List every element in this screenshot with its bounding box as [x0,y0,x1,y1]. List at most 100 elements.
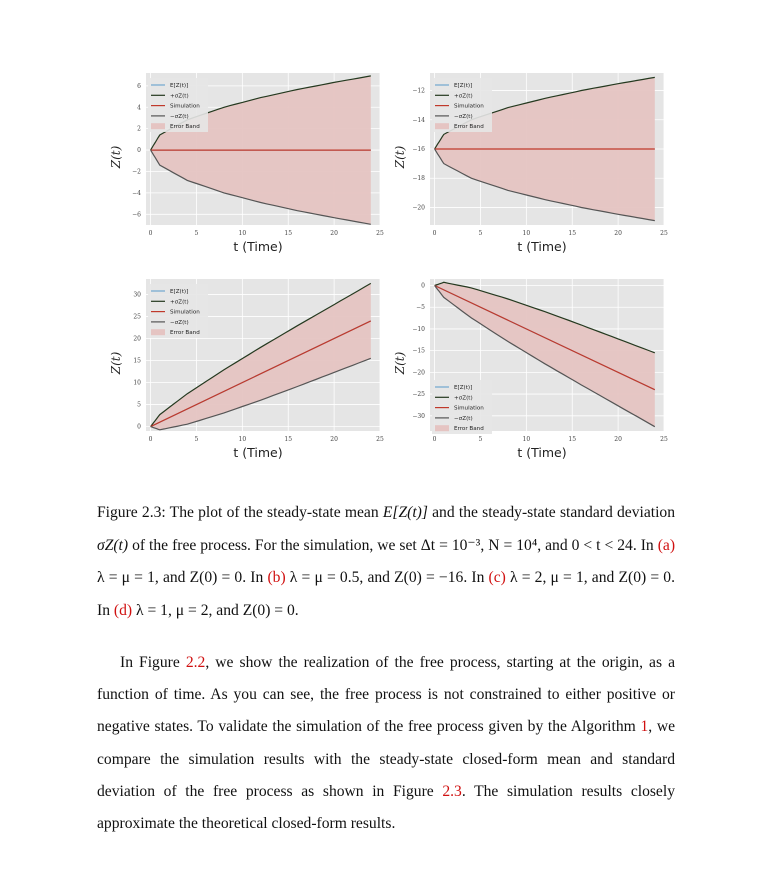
para-ref-figure-2-3[interactable]: 2.3 [442,782,462,800]
legend-label: +σZ(t) [170,299,189,305]
y-tick-label: −25 [412,391,425,398]
x-tick-label: 5 [479,230,483,237]
y-tick-label: −30 [412,413,425,420]
legend-label: Error Band [170,330,200,336]
legend-label: Error Band [454,124,484,130]
para-text-4: . The simulation results closely approxi… [97,782,675,833]
legend-label: +σZ(t) [454,93,473,99]
x-tick-label: 10 [523,436,531,443]
legend-label: −σZ(t) [454,416,473,422]
y-tick-label: −5 [416,304,425,311]
minus-sigma-line [150,357,372,431]
y-tick-label: 25 [133,313,141,320]
y-tick-label: −20 [412,369,425,376]
y-tick-label: 0 [421,283,425,290]
y-axis-label: Z(t) [109,145,123,169]
para-text-2: , we show the realization of the free pr… [97,654,675,736]
x-axis-label: t (Time) [517,239,566,254]
x-tick-label: 0 [433,230,437,237]
caption-math-mean: E[Z(t)] [382,504,428,521]
body-paragraph: In Figure 2.2, we show the realization o… [97,647,675,840]
legend-label: E[Z(t)] [454,83,472,89]
plus-sigma-line [150,75,371,151]
error-band [434,282,655,427]
caption-math-sigma: σZ(t) [97,536,129,554]
x-tick-label: 20 [330,436,338,443]
para-text-1: In Figure [120,654,180,671]
legend-label: E[Z(t)] [170,289,188,295]
x-tick-label: 5 [195,230,199,237]
y-tick-label: −10 [412,326,425,333]
x-tick-label: 15 [568,436,576,443]
simulation-line [150,320,372,428]
minus-sigma-line [434,148,655,222]
caption-text-1: Figure 2.3: The plot of the steady-state… [97,504,379,521]
legend-label: +σZ(t) [170,93,189,99]
y-axis-label: Z(t) [109,351,123,375]
caption-text-7: In [471,569,485,586]
caption-ref-b[interactable]: (b) [267,569,286,586]
legend-label: Simulation [170,310,200,316]
y-tick-label: −4 [132,190,141,197]
minus-sigma-line [434,285,656,428]
caption-text-6: In [250,569,264,586]
legend-label: Error Band [454,426,484,432]
y-tick-label: 15 [133,358,141,365]
legend-swatch [435,425,449,432]
y-tick-label: 4 [137,104,141,111]
x-tick-label: 25 [376,230,384,237]
x-tick-label: 25 [660,436,668,443]
x-tick-label: 20 [330,230,338,237]
caption-text-8: In [97,601,110,619]
y-tick-label: 10 [133,380,141,387]
y-tick-label: −14 [412,117,425,124]
y-tick-label: −15 [412,348,425,355]
caption-text-2: and the steady-state standard deviation [432,504,676,521]
legend-label: Error Band [170,124,200,130]
y-axis-label: Z(t) [393,145,407,169]
caption-text-5: In [640,536,654,554]
caption-math-n: N = 10⁴, [488,536,542,554]
x-tick-label: 5 [479,436,483,443]
caption-ref-c[interactable]: (c) [488,569,506,586]
figure-panel-a: 0 5 10 15 20 25 6 4 2 0 −2 −4 −6 t (Time) Z(t) E[Z(t)] +… [104,70,389,260]
chart-c: 0 5 10 15 20 25 30 25 20 15 10 5 0 t (Time) Z(t) E[Z(t)… [109,279,384,460]
error-band [150,283,371,430]
para-ref-figure-2-2[interactable]: 2.2 [185,654,206,671]
legend-label: −σZ(t) [454,114,473,120]
y-tick-label: 0 [137,147,141,154]
caption-math-b: λ = μ = 0.5, and Z(0) = −16. [289,569,468,586]
legend-label: Simulation [454,104,484,110]
x-tick-label: 25 [660,230,668,237]
x-tick-label: 0 [149,436,153,443]
x-tick-label: 20 [614,230,622,237]
caption-math-t: 0 < t < 24. [571,536,637,554]
y-tick-label: 2 [137,126,141,133]
x-tick-label: 5 [195,436,199,443]
x-tick-label: 15 [568,230,576,237]
caption-ref-a[interactable]: (a) [657,536,676,554]
y-tick-label: −12 [412,88,425,95]
caption-ref-d[interactable]: (d) [113,601,133,619]
caption-math-a: λ = μ = 1, and Z(0) = 0. [97,569,247,586]
x-axis-label: t (Time) [233,239,282,254]
y-tick-label: 6 [137,83,141,90]
plus-sigma-line [434,281,656,354]
legend-label: E[Z(t)] [170,83,188,89]
legend-label: Simulation [170,104,200,110]
para-text-3: , we compare the simulation results with… [97,718,676,800]
chart-b: 0 5 10 15 20 25 −12 −14 −16 −18 −20 t (Time) Z(t) E[Z… [393,73,668,254]
x-axis-label: t (Time) [517,445,566,460]
x-tick-label: 25 [376,436,384,443]
y-tick-label: −16 [412,146,425,153]
x-axis-label: t (Time) [233,445,282,460]
x-tick-label: 15 [284,436,292,443]
legend-label: Simulation [454,406,484,412]
x-tick-label: 0 [433,436,437,443]
x-tick-label: 10 [523,230,531,237]
y-axis-label: Z(t) [393,351,407,375]
plus-sigma-line [150,282,372,427]
caption-text-3: of the free process. For the simulation,… [132,536,417,554]
para-ref-algorithm-1[interactable]: 1 [640,718,649,736]
